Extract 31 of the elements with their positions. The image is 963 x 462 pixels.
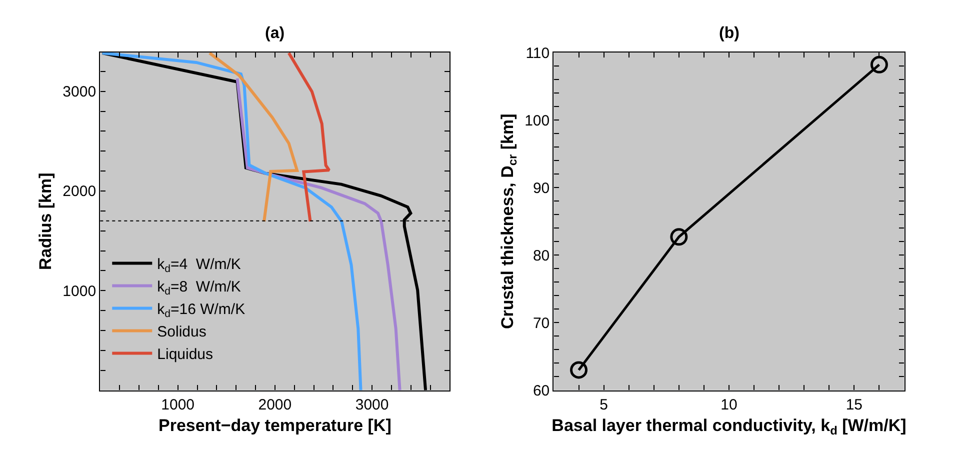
point [670,228,688,246]
x-tick-label: 2000 [258,396,292,414]
legend-label: Solidus [157,324,206,341]
y-tick-label: 60 [532,382,550,400]
y-tick-label: 100 [524,112,550,130]
y-tick-label: 1000 [62,282,96,300]
point [570,361,588,379]
x-tick-label: 5 [600,396,608,414]
x-axis-title: Present−day temperature [K] [158,416,392,435]
x-tick-label: 3000 [355,396,389,414]
legend-label: Liquidus [157,346,214,364]
point [870,56,888,74]
y-tick-label: 2000 [62,183,96,200]
x-tick-label: 15 [846,396,863,414]
chart-title: (a) [265,25,285,42]
y-tick-label: 70 [532,314,550,332]
line-series [287,52,331,223]
line-series [208,52,299,223]
legend-label: k$_{d}$=16 W/m/K [157,301,246,320]
y-tick-label: 90 [532,180,550,197]
x-tick-label: 10 [720,396,738,414]
chart-title: (b) [719,25,740,42]
line-series [100,52,362,390]
y-axis-title: Radius [km] [36,172,56,270]
y-tick-label: 110 [526,44,550,62]
x-axis-title: Basal layer thermal conductivity, k$_{d}$ [W/m/K] [552,416,906,438]
legend-label: k$_{d}$=4 W/m/K [157,256,241,276]
legend-label: k$_{d}$=8 W/m/K [157,278,241,298]
y-tick-label: 3000 [62,84,96,101]
y-tick-label: 80 [532,247,550,264]
x-tick-label: 1000 [161,396,195,414]
